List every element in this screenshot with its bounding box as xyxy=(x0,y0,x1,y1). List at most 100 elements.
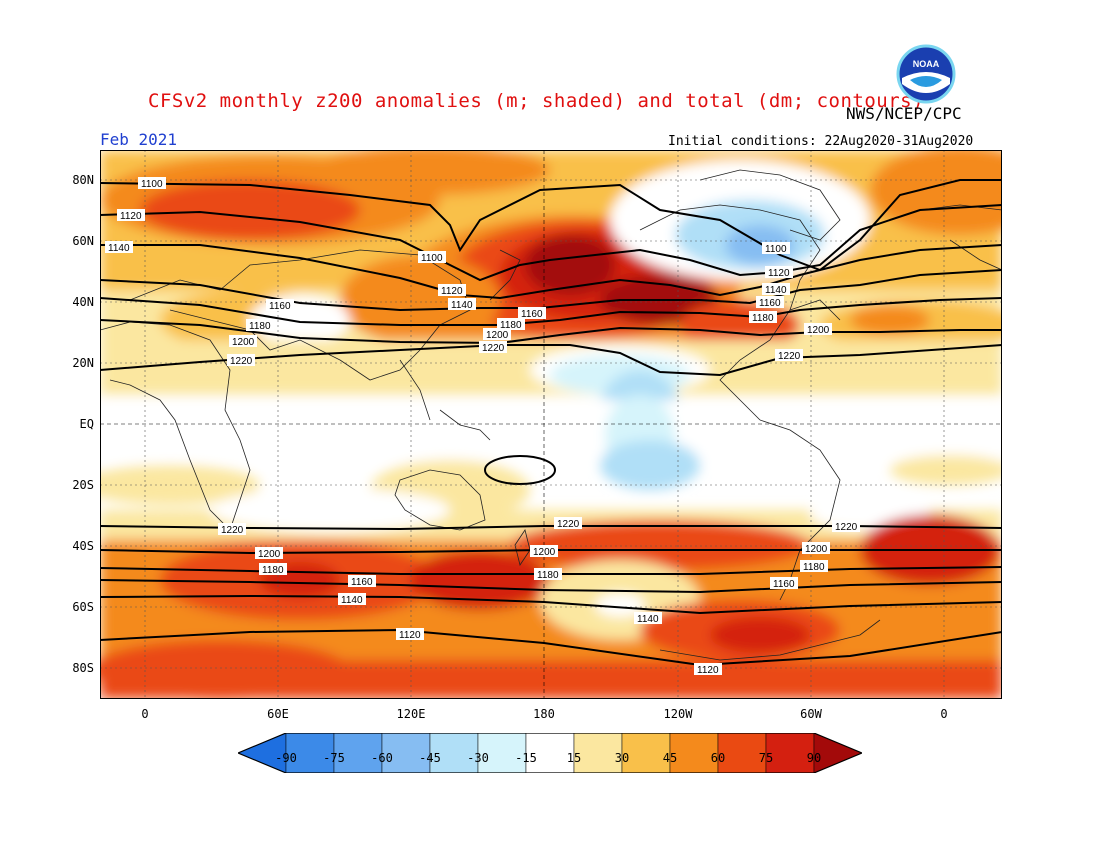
svg-text:1200: 1200 xyxy=(805,544,828,555)
contour-label: 1160 xyxy=(770,577,798,590)
lat-label: 20S xyxy=(72,478,94,492)
svg-text:1220: 1220 xyxy=(835,522,858,533)
contour-label: 1140 xyxy=(338,593,366,606)
contour-lines xyxy=(100,179,1002,667)
svg-text:1120: 1120 xyxy=(697,665,719,676)
lon-label: 60E xyxy=(267,707,289,721)
lon-label: 60W xyxy=(800,707,822,721)
colorbar-label: -75 xyxy=(323,751,345,765)
lon-label: 0 xyxy=(141,707,149,721)
contour-label: 1180 xyxy=(259,563,287,576)
svg-text:1100: 1100 xyxy=(141,179,163,190)
contour-label: 1140 xyxy=(634,612,662,625)
lat-label: 60N xyxy=(72,234,94,248)
contour-label: 1200 xyxy=(802,542,830,555)
contour-label: 1100 xyxy=(138,177,166,190)
svg-text:1140: 1140 xyxy=(451,300,473,311)
colorbar-label: 15 xyxy=(566,751,582,765)
lat-label: EQ xyxy=(79,417,94,431)
contour-label: 1220 xyxy=(775,349,803,362)
svg-text:1140: 1140 xyxy=(765,285,787,296)
contour-label: 1200 xyxy=(229,335,257,348)
svg-text:1200: 1200 xyxy=(486,330,509,341)
contour-label: 1200 xyxy=(255,547,283,560)
svg-text:1100: 1100 xyxy=(421,253,443,264)
lat-label: 80S xyxy=(72,661,94,675)
svg-text:1180: 1180 xyxy=(249,321,271,332)
colorbar-label: 30 xyxy=(614,751,630,765)
agency-label: NWS/NCEP/CPC xyxy=(846,104,962,123)
contour-label: 1120 xyxy=(694,663,722,676)
contour-label: 1200 xyxy=(530,545,558,558)
map-frame xyxy=(100,150,1002,699)
lon-label: 180 xyxy=(533,707,555,721)
colorbar-label: 60 xyxy=(710,751,726,765)
contour-label: 1200 xyxy=(804,323,832,336)
svg-text:1220: 1220 xyxy=(482,343,505,354)
low-contour xyxy=(484,455,556,485)
contour-label: 1120 xyxy=(765,266,793,279)
colorbar-cell xyxy=(765,733,815,773)
lat-label: 80N xyxy=(72,173,94,187)
lat-label: 20N xyxy=(72,356,94,370)
anomaly-map: 1100 1100 1100 1120 1120 1120 1140 1140 … xyxy=(100,150,1002,699)
lat-label: 40S xyxy=(72,539,94,553)
contour-label: 1180 xyxy=(246,319,274,332)
contour-label: 1120 xyxy=(396,628,424,641)
svg-text:1140: 1140 xyxy=(108,243,130,254)
svg-text:1120: 1120 xyxy=(768,268,790,279)
contour-label: 1100 xyxy=(418,251,446,264)
valid-month-label: Feb 2021 xyxy=(100,130,178,149)
svg-text:1100: 1100 xyxy=(765,244,787,255)
contour-label: 1140 xyxy=(762,283,790,296)
contour-label: 1160 xyxy=(348,575,376,588)
svg-text:1160: 1160 xyxy=(521,309,543,320)
colorbar-label: -45 xyxy=(419,751,441,765)
contour-label: 1220 xyxy=(227,354,255,367)
svg-text:1200: 1200 xyxy=(232,337,255,348)
colorbar-label: 45 xyxy=(662,751,678,765)
svg-text:1200: 1200 xyxy=(258,549,281,560)
contour-label: 1180 xyxy=(749,311,777,324)
svg-text:1160: 1160 xyxy=(351,577,373,588)
colorbar-cell xyxy=(525,733,575,773)
svg-text:1180: 1180 xyxy=(752,313,774,324)
colorbar-cell xyxy=(429,733,479,773)
svg-text:1160: 1160 xyxy=(269,301,291,312)
svg-text:1160: 1160 xyxy=(759,298,781,309)
svg-text:1160: 1160 xyxy=(773,579,795,590)
svg-text:1180: 1180 xyxy=(262,565,284,576)
svg-text:1120: 1120 xyxy=(441,286,463,297)
contour-label: 1220 xyxy=(479,341,507,354)
contour-label: 1220 xyxy=(554,517,582,530)
contour-label: 1160 xyxy=(266,299,294,312)
contour-label: 1140 xyxy=(105,241,133,254)
colorbar-cell xyxy=(333,733,383,773)
lon-label: 0 xyxy=(940,707,948,721)
contour-labels: 1100 1100 1100 1120 1120 1120 1140 1140 … xyxy=(105,177,860,676)
colorbar xyxy=(238,733,862,773)
contour-label: 1120 xyxy=(117,209,145,222)
contour-label: 1180 xyxy=(534,568,562,581)
svg-text:1200: 1200 xyxy=(533,547,556,558)
svg-text:1220: 1220 xyxy=(557,519,580,530)
svg-text:1120: 1120 xyxy=(399,630,421,641)
contour-label: 1200 xyxy=(483,328,511,341)
colorbar-arrow-high xyxy=(813,733,862,773)
colorbar-label: 90 xyxy=(806,751,822,765)
contour-label: 1180 xyxy=(497,318,525,331)
svg-text:1200: 1200 xyxy=(807,325,830,336)
colorbar-label: -90 xyxy=(275,751,297,765)
svg-text:1140: 1140 xyxy=(341,595,363,606)
svg-text:1180: 1180 xyxy=(537,570,559,581)
chart-title: CFSv2 monthly z200 anomalies (m; shaded)… xyxy=(148,90,925,112)
svg-text:1140: 1140 xyxy=(637,614,659,625)
svg-text:1180: 1180 xyxy=(803,562,825,573)
svg-text:1220: 1220 xyxy=(778,351,801,362)
lon-label: 120W xyxy=(663,707,693,721)
contour-label: 1220 xyxy=(218,523,246,536)
lat-label: 40N xyxy=(72,295,94,309)
colorbar-cell xyxy=(573,733,623,773)
colorbar-label: -30 xyxy=(467,751,489,765)
noaa-logo-text: NOAA xyxy=(913,59,940,69)
